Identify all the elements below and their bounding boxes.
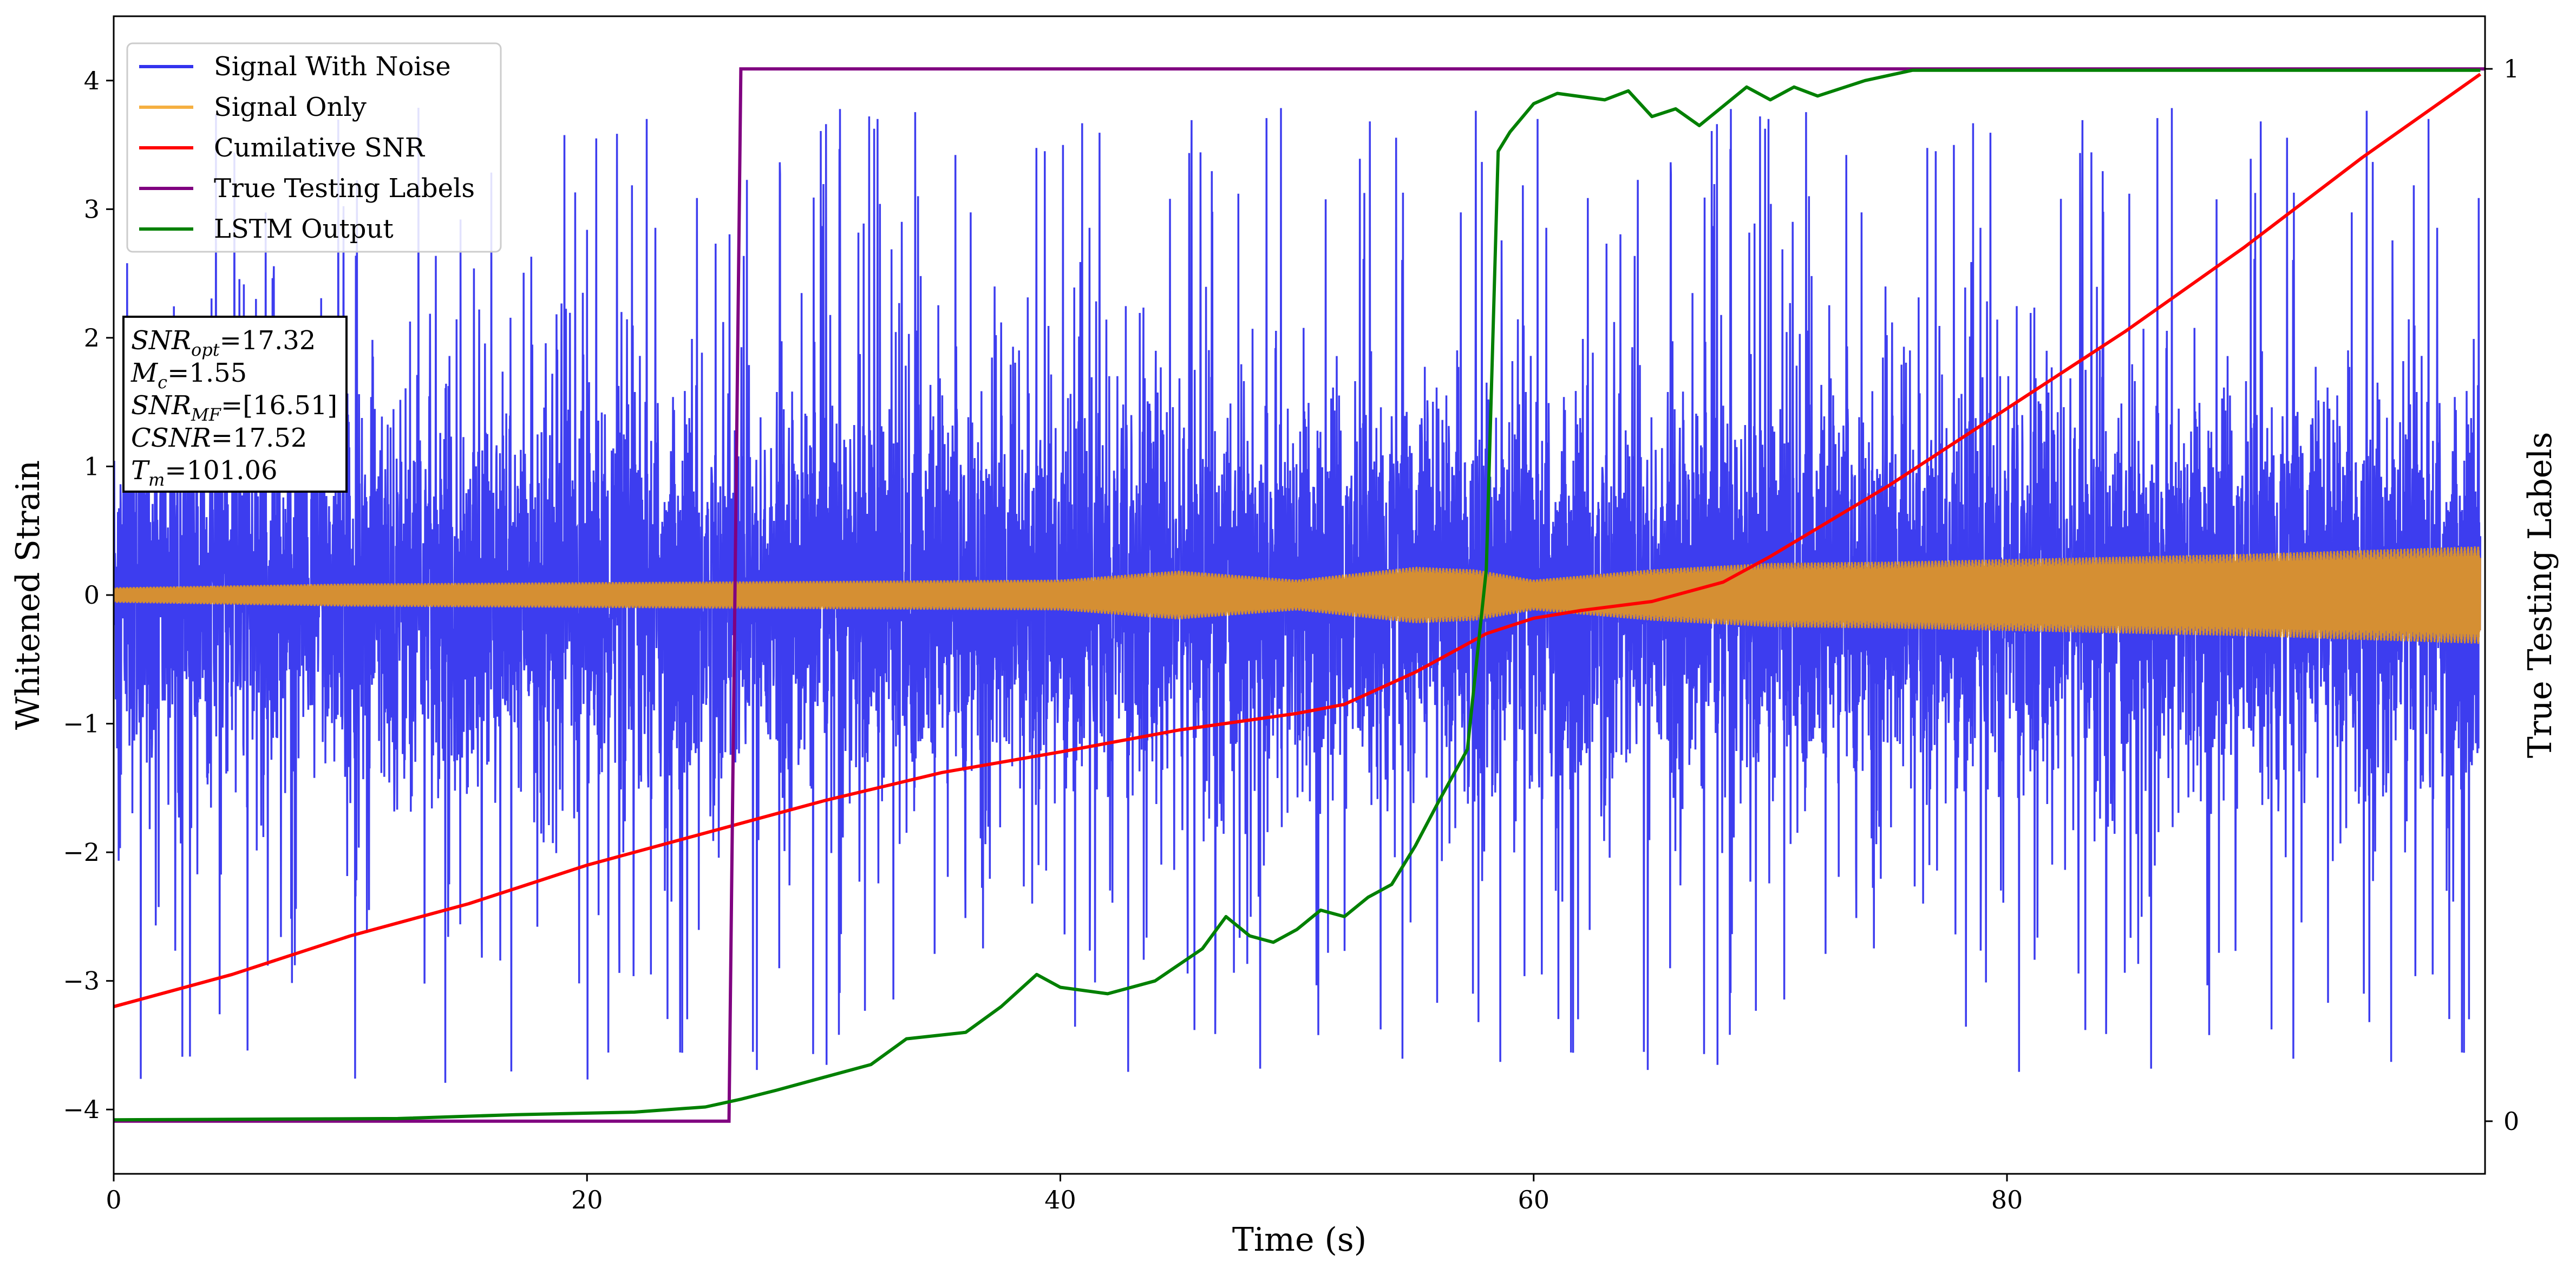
legend-label: Cumilative SNR	[214, 133, 426, 163]
y2-tick-label: 1	[2503, 54, 2519, 83]
annotation-line: Mc=1.55	[130, 358, 247, 393]
annotation-line: SNRMF=[16.51]	[131, 390, 337, 425]
legend-label: True Testing Labels	[214, 173, 475, 204]
annotation-line: CSNR=17.52	[131, 423, 307, 453]
x-tick-label: 80	[1991, 1185, 2023, 1214]
x-tick-label: 60	[1518, 1185, 1549, 1214]
legend-label: Signal With Noise	[214, 51, 451, 82]
y-tick-label: 0	[84, 580, 100, 610]
legend-frame	[126, 42, 502, 253]
x-axis-label: Time (s)	[1232, 1221, 1367, 1259]
legend-label: Signal Only	[214, 92, 367, 122]
y-tick-label: 4	[84, 66, 100, 95]
x-tick-label: 40	[1044, 1185, 1076, 1214]
plot-area	[113, 67, 2485, 1123]
y-tick-label: −1	[63, 709, 100, 739]
series-cumulative-snr	[113, 73, 2482, 1009]
legend-label: LSTM Output	[214, 214, 394, 244]
y-tick-label: −2	[63, 838, 100, 867]
series-lstm-output	[113, 68, 2481, 1122]
legend: Signal With Noise Signal Only Cumilative S…	[126, 42, 502, 253]
annotation-line: Tm=101.06	[131, 455, 278, 490]
x-tick-label: 20	[571, 1185, 603, 1214]
y-axis-label: Whitened Strain	[9, 460, 47, 730]
annotation-line: SNRopt=17.32	[131, 325, 316, 360]
annotation-frame	[122, 316, 348, 493]
y2-tick-label: 0	[2503, 1107, 2519, 1136]
series-true-testing-labels	[114, 67, 2485, 1123]
y-tick-label: 3	[84, 194, 100, 224]
y-tick-label: −3	[63, 966, 100, 996]
y-tick-label: 1	[84, 452, 100, 481]
series-signal-only	[114, 546, 2481, 644]
y-tick-label: −4	[63, 1095, 100, 1124]
annotation-box: SNRopt=17.32Mc=1.55SNRMF=[16.51]CSNR=17.…	[122, 316, 348, 493]
y2-axis-label: True Testing Labels	[2521, 432, 2559, 759]
y-tick-label: 2	[84, 323, 100, 352]
x-tick-label: 0	[106, 1185, 121, 1214]
